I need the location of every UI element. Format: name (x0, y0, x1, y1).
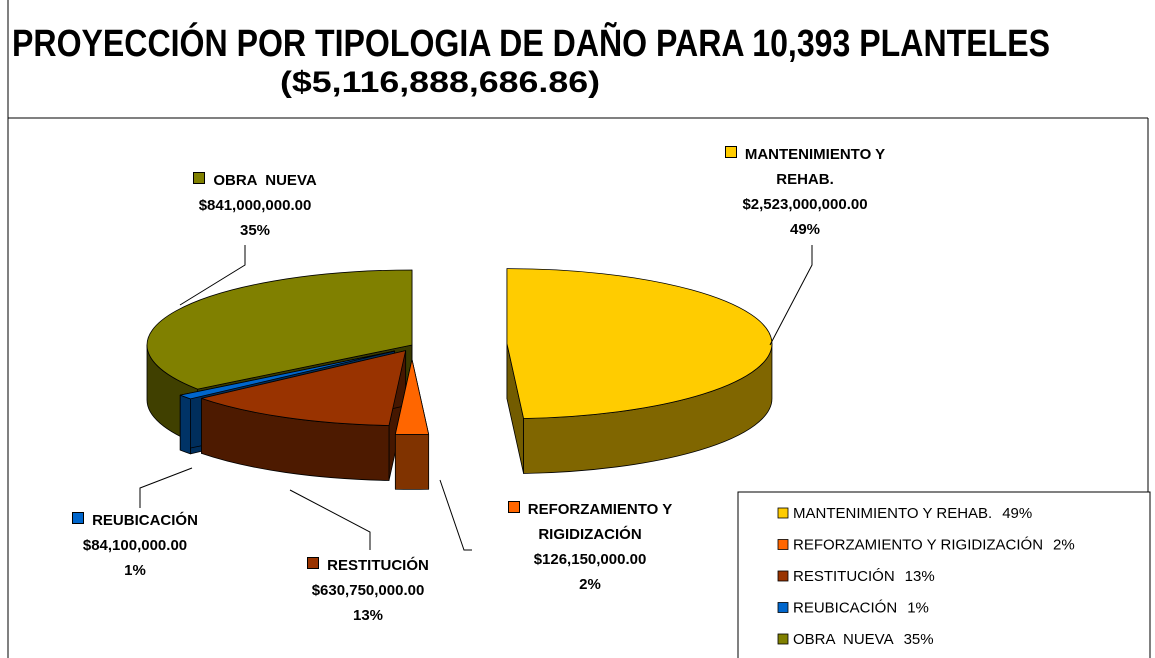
slice-side (394, 433, 430, 490)
category-name: REFORZAMIENTO Y RIGIDIZACIÓN (527, 501, 677, 543)
slice (201, 350, 407, 426)
legend-name: REUBICACIÓN (793, 600, 897, 617)
label-marker (307, 557, 320, 569)
legend-label: MANTENIMIENTO Y REHAB. 49% (793, 505, 1032, 522)
leader-line (139, 467, 193, 508)
pie (146, 268, 773, 490)
percent-label: 13% (352, 607, 384, 624)
slice (146, 269, 413, 390)
category-name: OBRA NUEVA (213, 172, 317, 189)
legend-swatch (777, 602, 789, 613)
legend-label: RESTITUCIÓN 13% (793, 568, 935, 585)
legend-swatch (777, 570, 789, 582)
legend-percent: 1% (907, 600, 929, 617)
legend-name: REFORZAMIENTO Y RIGIDIZACIÓN (793, 537, 1043, 554)
legend-percent: 35% (904, 631, 934, 648)
legend-percent: 49% (1002, 505, 1032, 522)
legend-percent: 13% (905, 568, 935, 585)
slice (394, 359, 430, 435)
data-label: REFORZAMIENTO Y RIGIDIZACIÓN $126,150,000… (490, 497, 690, 597)
chart-title: PROYECCIÓN POR TIPOLOGIA DE DAÑO PARA 10… (12, 21, 1050, 65)
label-marker (72, 512, 85, 524)
data-label: MANTENIMIENTO Y REHAB. $2,523,000,000.00 4… (715, 142, 895, 242)
percent-label: 2% (579, 576, 601, 593)
data-label: RESTITUCIÓN $630,750,000.00 13% (268, 553, 468, 628)
leader-line (289, 489, 371, 550)
legend-box (737, 491, 1151, 658)
amount-label: $126,150,000.00 (533, 551, 647, 568)
data-label: OBRA NUEVA $841,000,000.00 35% (155, 168, 355, 243)
amount-label: $630,750,000.00 (311, 582, 425, 599)
legend: MANTENIMIENTO Y REHAB. 49% REFORZAMIENTO Y… (777, 505, 1075, 648)
category-name: RESTITUCIÓN (327, 557, 429, 574)
percent-label: 35% (239, 222, 271, 239)
label-marker (724, 146, 737, 158)
percent-label: 1% (124, 562, 146, 579)
label-marker (507, 501, 520, 513)
amount-label: $84,100,000.00 (82, 537, 188, 554)
leader-line (769, 245, 813, 346)
legend-label: REFORZAMIENTO Y RIGIDIZACIÓN 2% (793, 537, 1075, 554)
legend-name: RESTITUCIÓN (793, 568, 895, 585)
leader-line (179, 245, 246, 306)
percent-label: 49% (789, 221, 821, 238)
legend-label: REUBICACIÓN 1% (793, 600, 929, 617)
slice (179, 350, 396, 400)
legend-percent: 2% (1053, 537, 1075, 554)
chart-subtitle: ($5,116,888,686.86) (280, 66, 600, 99)
legend-name: MANTENIMIENTO Y REHAB. (793, 505, 992, 522)
amount-label: $841,000,000.00 (198, 197, 312, 214)
legend-swatch (777, 633, 789, 645)
label-marker (193, 172, 206, 184)
leader-line (439, 479, 472, 551)
legend-name: OBRA NUEVA (793, 631, 894, 648)
category-name: MANTENIMIENTO Y REHAB. (744, 146, 890, 188)
amount-label: $2,523,000,000.00 (742, 196, 868, 213)
legend-swatch (777, 507, 789, 519)
slice-side (179, 394, 191, 455)
data-label: REUBICACIÓN $84,100,000.00 1% (35, 508, 235, 583)
legend-label: OBRA NUEVA 35% (793, 631, 934, 648)
legend-swatch (777, 539, 789, 550)
category-name: REUBICACIÓN (92, 512, 198, 529)
